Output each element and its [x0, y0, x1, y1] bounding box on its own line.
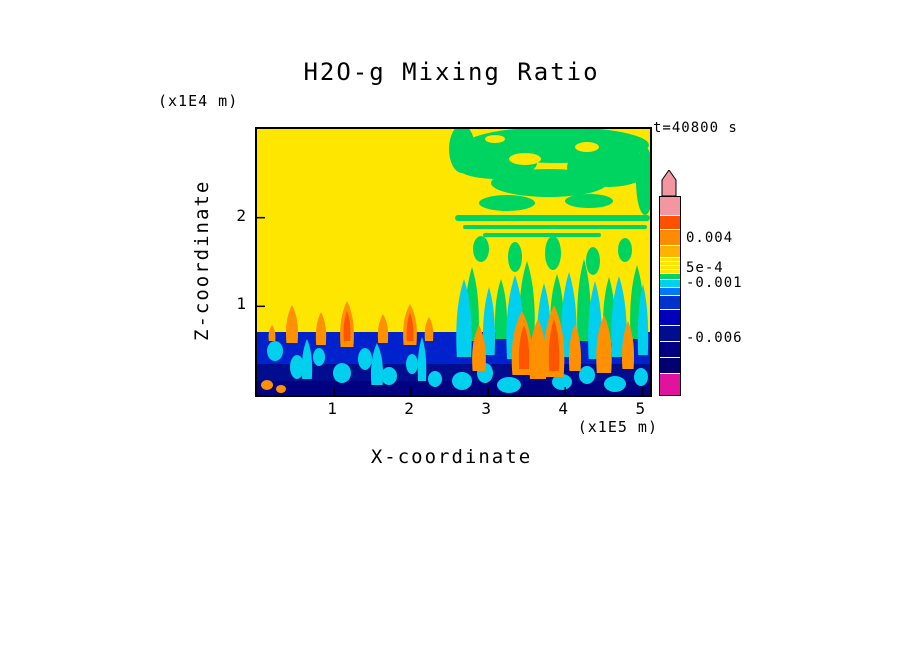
field-region	[618, 238, 632, 262]
x-tick-label: 1	[327, 399, 337, 418]
field-region	[586, 247, 600, 275]
field-plume	[343, 311, 351, 341]
colorbar	[659, 170, 681, 396]
field-region	[267, 341, 283, 361]
colorbar-segment	[660, 269, 680, 273]
colorbar-segment	[660, 325, 680, 341]
field-plume	[315, 312, 327, 345]
x-tick-label: 3	[481, 399, 491, 418]
colorbar-value-label: -0.001	[686, 275, 743, 291]
colorbar-segment	[660, 279, 680, 287]
field-plume	[494, 279, 508, 339]
field-region	[575, 142, 599, 152]
colorbar-value-labels: 0.004 5e-4 -0.001 -0.006	[686, 0, 776, 654]
field-plume	[377, 314, 389, 343]
field-region	[257, 381, 650, 395]
field-plume	[518, 325, 530, 369]
field-region	[634, 368, 648, 386]
z-axis-units-label: (x1E4 m)	[158, 92, 239, 110]
x-tick-label: 2	[404, 399, 414, 418]
heatmap-field	[257, 129, 650, 395]
field-plume	[611, 276, 627, 357]
colorbar-segment	[660, 257, 680, 261]
field-region	[428, 371, 442, 387]
field-plume	[370, 343, 384, 385]
z-tick-label: 2	[236, 205, 246, 225]
colorbar-segment	[660, 309, 680, 325]
field-region	[604, 376, 626, 392]
field-region	[579, 366, 595, 384]
x-tick-label: 5	[635, 399, 646, 418]
field-region	[636, 147, 650, 215]
colorbar-scale	[659, 196, 681, 396]
field-plume	[548, 319, 560, 371]
field-region	[333, 363, 351, 383]
field-plume	[621, 321, 635, 369]
field-region	[545, 236, 561, 270]
field-region	[381, 367, 397, 385]
field-region	[491, 169, 607, 197]
colorbar-segment	[660, 245, 680, 257]
colorbar-segment	[660, 197, 680, 215]
colorbar-segment	[660, 215, 680, 229]
colorbar-segment	[660, 229, 680, 245]
field-region	[452, 372, 472, 390]
z-tick-label: 1	[236, 294, 246, 314]
field-region	[508, 242, 522, 272]
field-plume	[596, 315, 612, 373]
field-plume	[568, 324, 582, 371]
field-region	[485, 135, 505, 143]
colorbar-segment	[660, 265, 680, 269]
x-axis-title: X-coordinate	[370, 446, 533, 468]
colorbar-segment	[660, 341, 680, 357]
field-plume	[472, 325, 486, 371]
field-plume	[424, 317, 434, 341]
field-plume	[456, 279, 472, 357]
field-region	[290, 355, 304, 379]
field-region	[497, 377, 521, 393]
field-region	[261, 380, 273, 390]
field-region	[455, 215, 650, 221]
x-axis-units-label: (x1E5 m)	[577, 418, 658, 436]
field-region	[406, 354, 418, 374]
heatmap-plot-area	[255, 127, 652, 397]
field-region	[483, 233, 601, 237]
field-plume	[268, 325, 276, 341]
colorbar-segment	[660, 261, 680, 265]
field-plume	[301, 339, 313, 379]
colorbar-value-label: 5e-4	[686, 260, 724, 276]
field-plume	[417, 337, 427, 381]
field-plume	[285, 305, 299, 343]
field-region	[565, 194, 613, 208]
field-plume	[406, 313, 414, 341]
field-plume	[637, 284, 649, 355]
colorbar-value-label: 0.004	[686, 230, 734, 246]
field-region	[463, 225, 647, 229]
x-axis-tick-labels: 1 2 3 4 5	[255, 399, 648, 421]
field-region	[552, 374, 572, 390]
colorbar-segment	[660, 373, 680, 395]
field-region	[449, 129, 475, 173]
colorbar-value-label: -0.006	[686, 330, 743, 346]
field-region	[276, 385, 286, 393]
time-label: t=40800 s	[653, 120, 738, 136]
field-plume	[529, 319, 547, 379]
colorbar-segment	[660, 295, 680, 309]
chart-title: H2O-g Mixing Ratio	[303, 58, 600, 86]
field-region	[358, 348, 372, 370]
colorbar-arrow-icon	[661, 170, 677, 196]
field-plume	[482, 287, 496, 355]
field-region	[313, 348, 325, 366]
field-region	[479, 195, 535, 211]
colorbar-segment	[660, 287, 680, 295]
x-tick-label: 4	[558, 399, 569, 418]
colorbar-segment	[660, 357, 680, 373]
field-region	[509, 153, 541, 165]
field-region	[473, 236, 489, 262]
z-axis-title: Z-coordinate	[191, 179, 213, 341]
colorbar-segment	[660, 273, 680, 279]
field-plume	[577, 259, 591, 341]
